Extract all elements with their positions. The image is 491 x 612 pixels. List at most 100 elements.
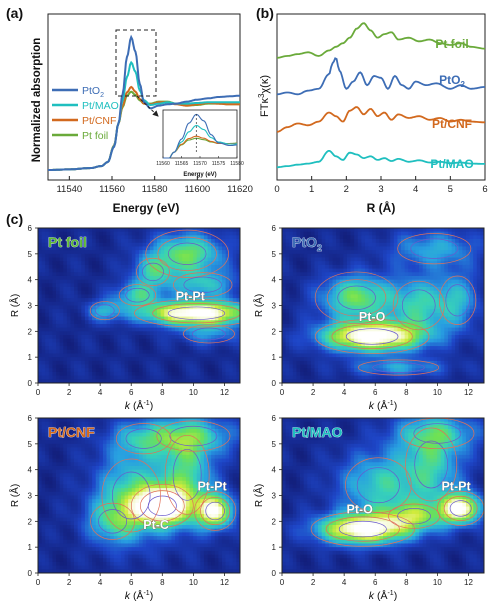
heatmap-cell <box>84 357 89 362</box>
heatmap-cell <box>139 298 144 303</box>
heatmap-cell <box>99 335 104 340</box>
heatmap-cell <box>70 261 75 266</box>
heatmap-cell <box>200 379 205 383</box>
heatmap-cell <box>336 257 341 262</box>
heatmap-cell <box>203 283 208 288</box>
heatmap-cell <box>102 287 107 292</box>
heatmap-cell <box>146 287 151 292</box>
heatmap-cell <box>41 312 46 317</box>
heatmap-cell <box>38 250 43 255</box>
heatmap-cell <box>149 287 154 292</box>
heatmap-cell <box>41 320 46 325</box>
heatmap-cell <box>81 331 86 336</box>
heatmap-cell <box>476 323 481 329</box>
heatmap-cell <box>157 250 162 255</box>
heatmap-cell <box>113 253 118 258</box>
heatmap-cell <box>372 264 377 269</box>
heatmap-cell <box>343 294 348 299</box>
heatmap-cell <box>225 279 230 284</box>
heatmap-cell <box>164 283 169 288</box>
heatmap-cell <box>232 272 237 277</box>
heatmap-cell <box>310 368 315 373</box>
heatmap-cell <box>343 360 348 365</box>
map-xtick-label: 6 <box>129 388 134 397</box>
heatmap-cell <box>175 349 180 354</box>
heatmap-cell <box>469 275 474 281</box>
heatmap-cell <box>157 327 162 332</box>
contour-line <box>331 323 413 350</box>
heatmap-cell <box>343 316 348 321</box>
heatmap-cell <box>339 228 344 233</box>
heatmap-cell <box>229 264 234 269</box>
heatmap-cell <box>131 275 136 281</box>
heatmap-cell <box>426 346 431 351</box>
heatmap-cell <box>196 312 201 317</box>
heatmap-cell <box>447 268 452 273</box>
heatmap-cell <box>59 327 64 332</box>
heatmap-cell <box>146 316 151 321</box>
heatmap-cell <box>300 338 305 343</box>
heatmap-cell <box>38 283 43 288</box>
heatmap-cell <box>175 294 180 299</box>
heatmap-cell <box>458 305 463 310</box>
heatmap-cell <box>307 235 312 240</box>
heatmap-cell <box>142 239 147 244</box>
heatmap-cell <box>106 368 111 373</box>
heatmap-cell <box>332 275 337 281</box>
heatmap-cell <box>476 231 481 236</box>
heatmap-cell <box>211 246 216 251</box>
heatmap-cell <box>218 290 223 295</box>
heatmap-cell <box>196 418 201 423</box>
heatmap-cell <box>38 301 43 306</box>
heatmap-cell <box>285 368 290 373</box>
heatmap-cell <box>218 228 223 233</box>
heatmap-cell <box>88 294 93 299</box>
heatmap-cell <box>117 331 122 336</box>
heatmap-cell <box>113 290 118 295</box>
heatmap-cell <box>157 349 162 354</box>
heatmap-cell <box>325 253 330 258</box>
heatmap-cell <box>296 357 301 362</box>
heatmap-cell <box>178 250 183 255</box>
heatmap-cell <box>447 360 452 365</box>
heatmap-cell <box>131 305 136 310</box>
heatmap-cell <box>139 290 144 295</box>
heatmap-cell <box>236 357 240 362</box>
heatmap-cell <box>289 261 294 266</box>
heatmap-cell <box>120 272 125 277</box>
heatmap-cell <box>146 275 151 281</box>
heatmap-cell <box>332 323 337 329</box>
heatmap-cell <box>386 261 391 266</box>
heatmap-cell <box>81 364 86 369</box>
heatmap-cell <box>415 312 420 317</box>
heatmap-cell <box>95 231 100 236</box>
heatmap-cell <box>357 353 362 358</box>
map-title: PtO2 <box>292 234 322 253</box>
heatmap-cell <box>214 287 219 292</box>
heatmap-cell <box>48 272 53 277</box>
heatmap-cell <box>66 312 71 317</box>
heatmap-cell <box>455 261 460 266</box>
heatmap-cell <box>444 305 449 310</box>
heatmap-cell <box>397 253 402 258</box>
heatmap-cell <box>139 309 144 314</box>
heatmap-cell <box>480 357 484 362</box>
heatmap-cell <box>321 364 326 369</box>
map-xlabel: k (Å-1) <box>125 399 153 412</box>
heatmap-cell <box>397 368 402 373</box>
heatmap-cell <box>70 250 75 255</box>
heatmap-cell <box>81 290 86 295</box>
heatmap-cell <box>77 294 82 299</box>
heatmap-cell <box>200 342 205 347</box>
heatmap-cell <box>422 364 427 369</box>
heatmap-cell <box>66 368 71 373</box>
heatmap-cell <box>372 320 377 325</box>
heatmap-cell <box>164 294 169 299</box>
heatmap-cell <box>182 323 187 329</box>
heatmap-cell <box>171 275 176 281</box>
heatmap-cell <box>99 231 104 236</box>
heatmap-cell <box>314 368 319 373</box>
heatmap-cell <box>419 353 424 358</box>
heatmap-cell <box>99 257 104 262</box>
heatmap-cell <box>444 268 449 273</box>
